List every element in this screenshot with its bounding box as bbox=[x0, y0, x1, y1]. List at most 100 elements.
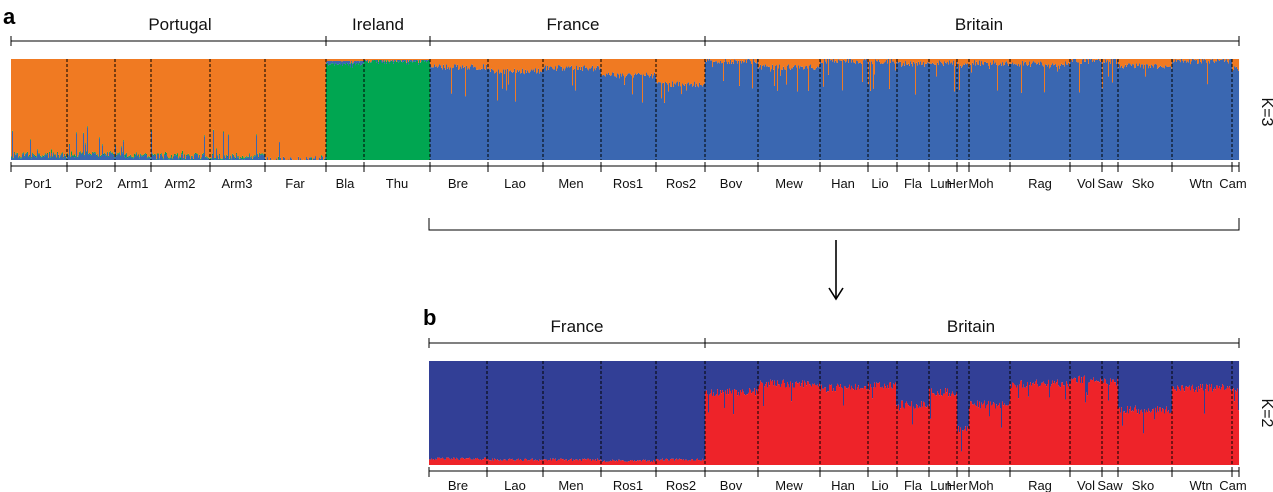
bar-seg-navy bbox=[1083, 361, 1085, 377]
bar-seg-navy bbox=[626, 361, 628, 462]
bar-seg-blue bbox=[356, 61, 358, 64]
bar-seg-red bbox=[918, 407, 920, 465]
bar-seg-navy bbox=[1236, 361, 1238, 392]
bar-seg-navy bbox=[1110, 361, 1112, 379]
bar-seg-orange bbox=[188, 59, 190, 154]
bar-seg-navy bbox=[1169, 361, 1171, 414]
bar-seg-orange bbox=[931, 59, 933, 64]
bar-seg-orange bbox=[375, 59, 377, 61]
bar-seg-orange bbox=[608, 59, 610, 73]
bar-seg-orange bbox=[682, 59, 684, 84]
bar-seg-blue bbox=[592, 65, 594, 160]
bar-seg-orange bbox=[423, 59, 425, 61]
bar-seg-orange bbox=[431, 59, 433, 68]
bar-seg-green bbox=[43, 155, 45, 157]
bar-seg-red bbox=[608, 461, 610, 465]
bar-seg-green bbox=[198, 157, 200, 159]
bar-seg-navy bbox=[1096, 361, 1098, 381]
bar-seg-navy bbox=[1092, 361, 1094, 381]
bar-seg-orange bbox=[537, 59, 539, 73]
bar-seg-orange bbox=[943, 59, 945, 66]
bar-seg-red bbox=[528, 460, 530, 465]
bar-seg-blue bbox=[342, 61, 344, 66]
bar-seg-blue bbox=[636, 74, 638, 160]
bar-seg-red bbox=[540, 460, 542, 465]
bar-seg-orange bbox=[675, 59, 677, 85]
bar-seg-blue bbox=[203, 154, 205, 160]
bar-seg-blue bbox=[162, 157, 164, 160]
bar-seg-blue bbox=[860, 62, 862, 160]
bar-seg-green bbox=[167, 156, 169, 158]
bar-seg-red bbox=[467, 458, 469, 465]
bar-seg-orange bbox=[32, 59, 34, 153]
bar-seg-navy bbox=[1192, 361, 1194, 385]
bar-seg-red bbox=[910, 406, 912, 465]
bar-seg-green bbox=[48, 157, 50, 159]
bar-seg-navy bbox=[647, 361, 649, 461]
bar-seg-red bbox=[832, 391, 834, 465]
bar-seg-orange bbox=[1004, 59, 1006, 65]
bar-seg-blue bbox=[575, 90, 577, 160]
bar-seg-green bbox=[50, 156, 52, 158]
bar-seg-blue bbox=[1196, 59, 1198, 160]
bar-seg-blue bbox=[925, 63, 927, 160]
bar-seg-green bbox=[139, 157, 141, 159]
bar-seg-orange bbox=[174, 59, 176, 155]
population-label: Bla bbox=[336, 176, 356, 191]
bar-seg-blue bbox=[1041, 62, 1043, 160]
bar-seg-blue bbox=[720, 61, 722, 160]
bar-seg-green bbox=[80, 151, 82, 153]
bar-seg-navy bbox=[865, 361, 867, 387]
bar-seg-orange bbox=[1221, 59, 1223, 60]
bar-seg-red bbox=[680, 459, 682, 465]
bar-seg-orange bbox=[694, 59, 696, 82]
bar-seg-blue bbox=[157, 154, 159, 160]
bar-seg-red bbox=[1176, 391, 1178, 465]
bar-seg-navy bbox=[543, 361, 545, 460]
bar-seg-navy bbox=[1158, 361, 1160, 412]
bar-seg-orange bbox=[60, 59, 62, 156]
bar-seg-blue bbox=[770, 71, 772, 160]
bar-seg-navy bbox=[733, 361, 735, 415]
bar-seg-blue bbox=[310, 157, 312, 160]
bar-seg-blue bbox=[436, 66, 438, 160]
bar-seg-navy bbox=[1020, 361, 1022, 381]
bar-seg-blue bbox=[595, 70, 597, 160]
bar-seg-navy bbox=[456, 361, 458, 458]
bar-seg-red bbox=[875, 387, 877, 465]
bar-seg-orange bbox=[140, 59, 142, 154]
bar-seg-blue bbox=[993, 60, 995, 160]
bar-seg-navy bbox=[1220, 361, 1222, 390]
bar-seg-navy bbox=[715, 361, 717, 396]
bar-seg-orange bbox=[426, 59, 428, 61]
bar-seg-orange bbox=[1218, 59, 1220, 61]
bar-seg-blue bbox=[191, 156, 193, 160]
bar-seg-orange bbox=[195, 59, 197, 153]
bar-seg-navy bbox=[625, 361, 627, 462]
bar-seg-red bbox=[611, 461, 613, 465]
bar-seg-navy bbox=[1082, 361, 1084, 384]
bar-seg-blue bbox=[228, 135, 230, 160]
bar-seg-blue bbox=[989, 68, 991, 160]
bar-seg-blue bbox=[256, 135, 258, 160]
bar-seg-blue bbox=[471, 64, 473, 160]
bar-seg-green bbox=[221, 158, 223, 160]
bar-seg-navy bbox=[591, 361, 593, 461]
bar-seg-blue bbox=[1214, 62, 1216, 161]
bar-seg-red bbox=[994, 403, 996, 465]
bar-seg-navy bbox=[473, 361, 475, 459]
bar-seg-navy bbox=[979, 361, 981, 402]
bar-seg-orange bbox=[1023, 59, 1025, 66]
bar-seg-blue bbox=[189, 156, 191, 160]
bar-seg-green bbox=[364, 60, 366, 160]
bar-seg-orange bbox=[153, 59, 155, 155]
bar-seg-orange bbox=[876, 59, 878, 62]
bar-seg-orange bbox=[229, 59, 231, 159]
bar-seg-red bbox=[873, 387, 875, 465]
bar-seg-red bbox=[710, 393, 712, 465]
bar-seg-navy bbox=[1238, 361, 1240, 411]
bar-seg-red bbox=[824, 387, 826, 465]
bar-seg-blue bbox=[132, 157, 134, 160]
bar-seg-navy bbox=[957, 361, 959, 432]
bar-seg-blue bbox=[553, 69, 555, 160]
